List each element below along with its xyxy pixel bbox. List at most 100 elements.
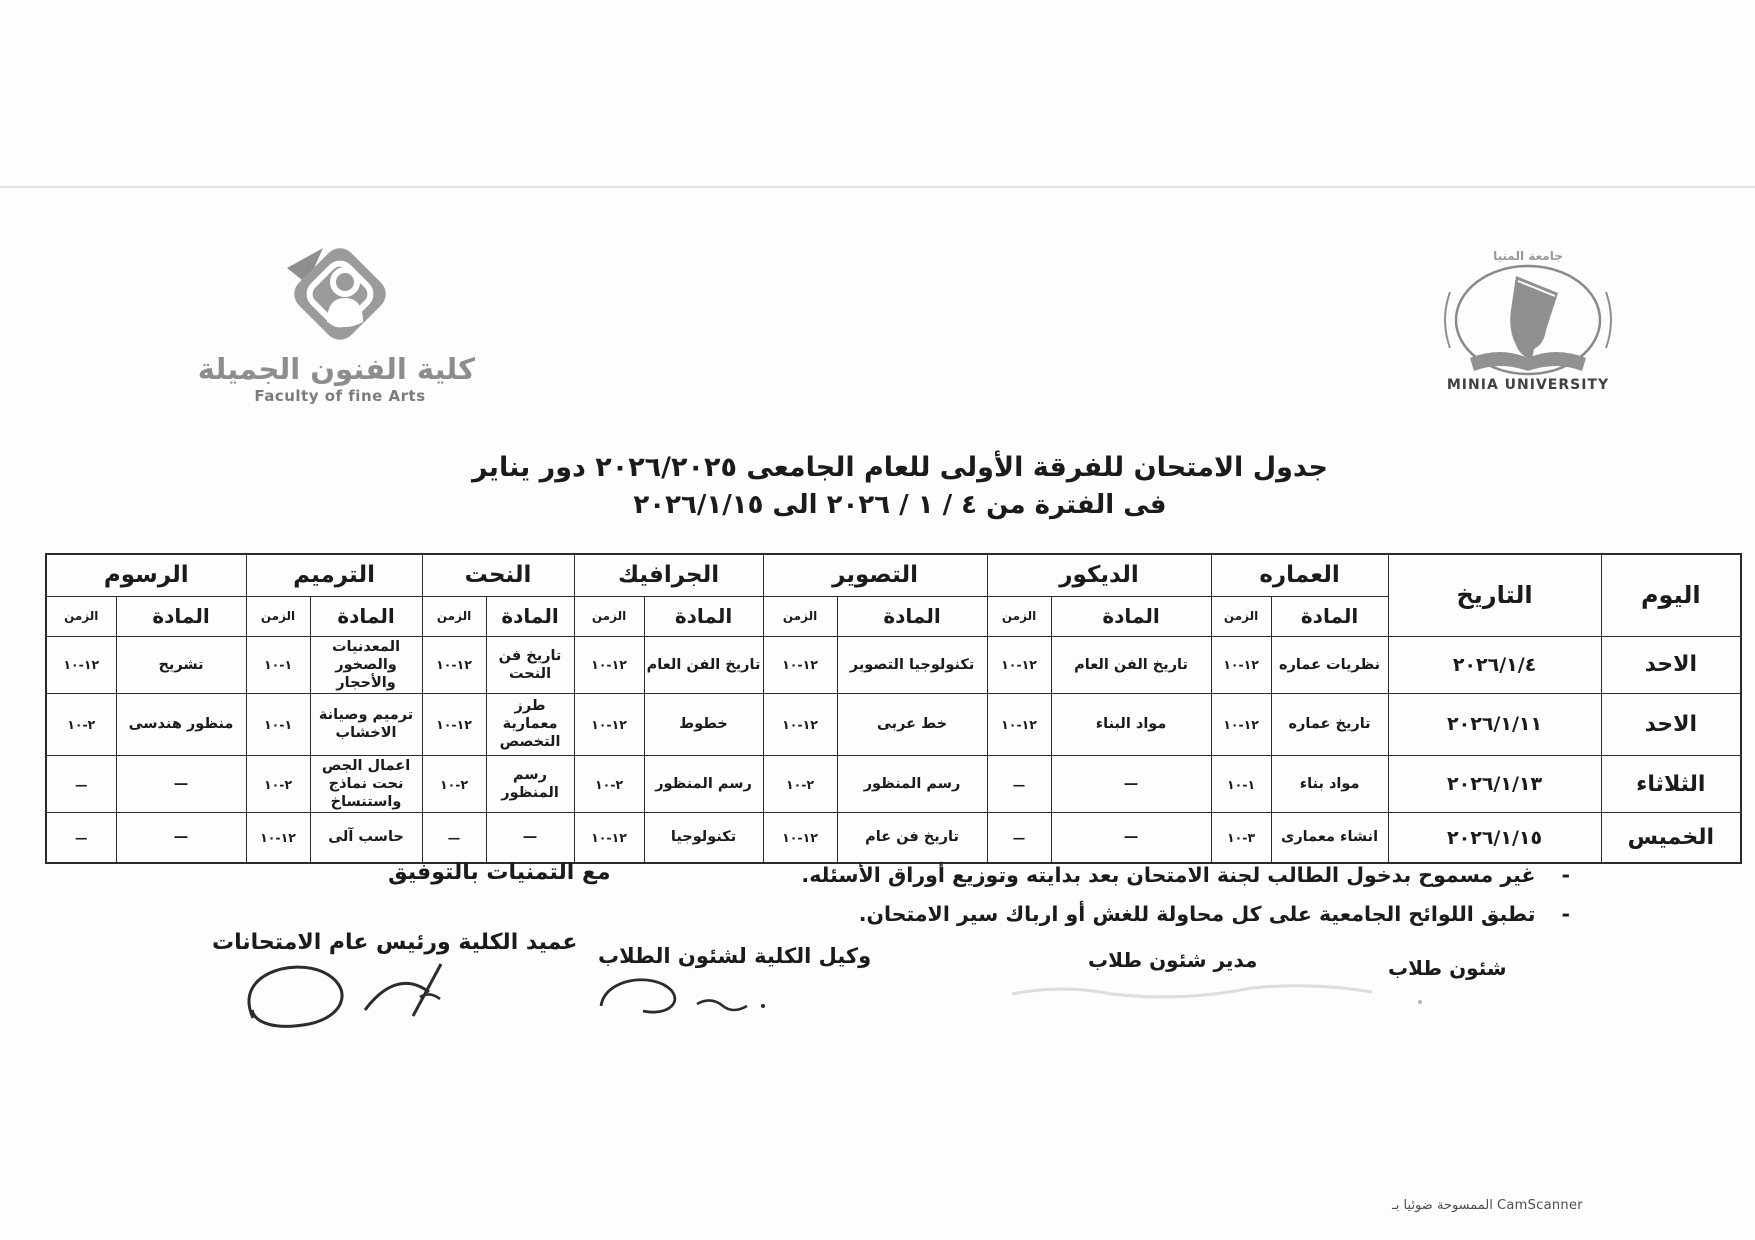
time-cell: — <box>45 812 117 864</box>
subject-cell: رسم المنظور <box>836 754 988 814</box>
subject-cell: — <box>115 754 247 814</box>
subject-cell: — <box>1050 754 1212 814</box>
document-title: جدول الامتحان للفرقة الأولى للعام الجامع… <box>450 448 1350 525</box>
note-bullet: - <box>1561 901 1570 926</box>
notes: - غير مسموح بدخول الطالب لجنة الامتحان بع… <box>801 856 1570 934</box>
subject-cell: تاريخ الفن العام <box>643 635 764 694</box>
table-row: الاحد ٢٠٢٦/١/١١ تاريخ عماره ١٢-١٠ مواد ا… <box>45 692 1742 756</box>
time-cell: ١-١٠ <box>245 635 311 694</box>
signature-dean-label: عميد الكلية ورئيس عام الامتحانات <box>212 930 578 955</box>
day-cell: الاحد <box>1600 635 1742 694</box>
exam-schedule-table: اليوم التاريخ العماره الديكور التصوير ال… <box>45 553 1743 864</box>
subject-cell: اعمال الجص نحت نماذج واستنساخ <box>309 754 423 814</box>
subject-subheader: المادة <box>1050 595 1212 637</box>
subject-subheader: المادة <box>836 595 988 637</box>
subject-cell: — <box>485 812 575 864</box>
subject-cell: مواد بناء <box>1270 754 1389 814</box>
time-cell: ١٢-١٠ <box>1210 635 1272 694</box>
subject-cell: رسم المنظور <box>643 754 764 814</box>
subject-cell: نظريات عماره <box>1270 635 1389 694</box>
time-cell: — <box>421 812 487 864</box>
subject-cell: طرز معمارية التخصص <box>485 692 575 756</box>
subject-cell: تشريح <box>115 635 247 694</box>
faculty-logo: كلية الفنون الجميلة Faculty of fine Arts <box>197 238 475 405</box>
wishes-text: مع التمنيات بالتوفيق <box>388 860 611 885</box>
note-bullet: - <box>1561 863 1570 887</box>
time-subheader: الزمن <box>421 595 487 637</box>
time-cell: ١٢-١٠ <box>573 635 645 694</box>
time-subheader: الزمن <box>762 595 838 637</box>
subject-cell: تاريخ الفن العام <box>1050 635 1212 694</box>
time-subheader: الزمن <box>986 595 1052 637</box>
table-row: الاحد ٢٠٢٦/١/٤ نظريات عماره ١٢-١٠ تاريخ … <box>45 635 1742 694</box>
faculty-logo-english: Faculty of fine Arts <box>254 387 426 405</box>
subject-cell: مواد البناء <box>1050 692 1212 756</box>
university-logo-arabic: جامعة المنيا <box>1493 249 1563 263</box>
time-cell: ١٢-١٠ <box>421 692 487 756</box>
subject-cell: منظور هندسى <box>115 692 247 756</box>
time-cell: ٢-١٠ <box>45 692 117 756</box>
faculty-logo-arabic: كلية الفنون الجميلة <box>197 352 475 386</box>
table-row: الخميس ٢٠٢٦/١/١٥ انشاء معمارى ٣-١٠ — — ت… <box>45 812 1742 864</box>
time-cell: ١٢-١٠ <box>762 635 838 694</box>
time-cell: ١٢-١٠ <box>45 635 117 694</box>
scan-edge-line <box>0 186 1755 188</box>
day-cell: الثلاثاء <box>1600 754 1742 814</box>
subject-cell: — <box>1050 812 1212 864</box>
time-cell: ١-١٠ <box>245 692 311 756</box>
vice-dean-signature-scribble <box>599 978 765 1014</box>
signature-manager-label: مدير شئون طلاب <box>1088 948 1258 972</box>
time-cell: — <box>986 754 1052 814</box>
time-cell: ١٢-١٠ <box>762 692 838 756</box>
dept-header-restoration: الترميم <box>245 553 423 597</box>
time-cell: — <box>45 754 117 814</box>
subject-cell: المعدنيات والصخور والأحجار <box>309 635 423 694</box>
day-cell: الاحد <box>1600 692 1742 756</box>
time-cell: ٣-١٠ <box>1210 812 1272 864</box>
dept-header-painting: التصوير <box>762 553 988 597</box>
subject-subheader: المادة <box>115 595 247 637</box>
time-cell: ٢-١٠ <box>762 754 838 814</box>
date-cell: ٢٠٢٦/١/٤ <box>1387 635 1602 694</box>
title-line1: جدول الامتحان للفرقة الأولى للعام الجامع… <box>472 452 1328 483</box>
title-line2: فى الفترة من ٤ / ١ / ٢٠٢٦ الى ٢٠٢٦/١/١٥ <box>633 490 1167 521</box>
subject-cell: تاريخ فن النحت <box>485 635 575 694</box>
dept-header-sculpture: النحت <box>421 553 575 597</box>
note-text: غير مسموح بدخول الطالب لجنة الامتحان بعد… <box>801 863 1536 887</box>
time-subheader: الزمن <box>245 595 311 637</box>
university-logo-mark: جامعة المنيا MINIA UNIVERSITY <box>1444 249 1612 393</box>
subject-cell: تكنولوجيا التصوير <box>836 635 988 694</box>
time-cell: ١٢-١٠ <box>421 635 487 694</box>
subject-cell: — <box>115 812 247 864</box>
day-cell: الخميس <box>1600 812 1742 864</box>
time-cell: ١-١٠ <box>1210 754 1272 814</box>
signature-student-affairs-label: شئون طلاب <box>1388 956 1507 980</box>
day-column-header: اليوم <box>1600 553 1742 637</box>
time-cell: ٢-١٠ <box>245 754 311 814</box>
faint-signature-marks <box>1011 984 1422 1004</box>
nefertiti-silhouette <box>1510 276 1558 360</box>
university-logo-english: MINIA UNIVERSITY <box>1447 377 1609 393</box>
time-cell: ١٢-١٠ <box>986 635 1052 694</box>
time-cell: ٢-١٠ <box>421 754 487 814</box>
subject-cell: انشاء معمارى <box>1270 812 1389 864</box>
dept-header-drawing: الرسوم <box>45 553 247 597</box>
time-cell: — <box>986 812 1052 864</box>
signature-vice-dean-label: وكيل الكلية لشئون الطلاب <box>598 944 872 968</box>
time-cell: ١٢-١٠ <box>762 812 838 864</box>
dept-header-decor: الديكور <box>986 553 1212 597</box>
subject-cell: تاريخ عماره <box>1270 692 1389 756</box>
table-row: الثلاثاء ٢٠٢٦/١/١٣ مواد بناء ١-١٠ — — رس… <box>45 754 1742 814</box>
date-cell: ٢٠٢٦/١/١١ <box>1387 692 1602 756</box>
dept-header-architecture: العماره <box>1210 553 1389 597</box>
time-cell: ٢-١٠ <box>573 754 645 814</box>
open-book-icon <box>1470 352 1586 371</box>
subject-subheader: المادة <box>643 595 764 637</box>
camscanner-watermark: الممسوحة ضوئيا بـ CamScanner <box>1392 1198 1583 1213</box>
dean-signature-scribble <box>247 963 443 1028</box>
subject-subheader: المادة <box>309 595 423 637</box>
header-row-subcolumns: المادة الزمن المادة الزمن المادة الزمن ا… <box>45 595 1741 637</box>
time-cell: ١٢-١٠ <box>573 692 645 756</box>
subject-cell: خط عربى <box>836 692 988 756</box>
subject-cell: حاسب آلى <box>309 812 423 864</box>
